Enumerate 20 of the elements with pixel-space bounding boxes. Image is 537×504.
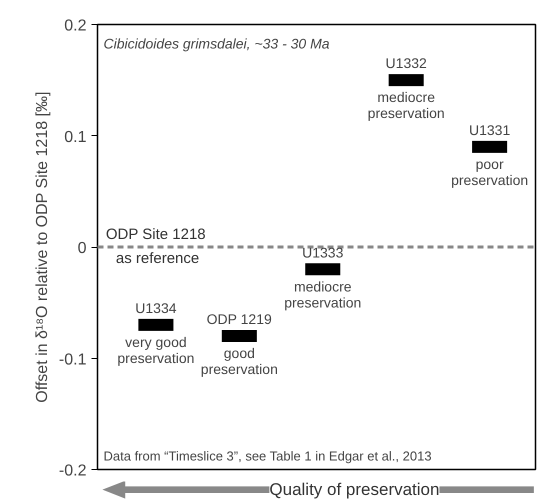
x-tick-label: ODP 1219 [206,311,272,327]
x-tick-label: U1333 [302,244,344,260]
x-tick-label: U1331 [468,122,510,138]
x-axis-title: Quality of preservation [269,480,440,500]
y-tick-label: -0.2 [58,462,87,480]
annotation: mediocre preservation [368,89,445,122]
annotation: very good preservation [117,334,194,366]
text: Cibicidoides grimsdalei, ~33 - 30 Ma [104,36,330,52]
y-tick-label: 0 [78,240,87,257]
annotation: mediocre preservation [284,278,362,310]
annotation: good preservation [200,345,278,377]
y-tick-label: 0.2 [64,18,87,34]
y-tick-label: -0.1 [58,351,87,368]
ref-line-label: ODP Site 1218 as reference [106,226,206,267]
annotation: Data from “Timeslice 3”, see Table 1 in Edgar et al., 2013 [104,448,432,464]
y-tick-label: 0.1 [64,128,87,146]
y-axis-title: Offset in δ¹⁸O relative to ODP Site 1218 [‰] [34,92,51,403]
x-tick-label: U1334 [135,300,177,316]
x-tick-label: U1332 [386,55,428,72]
annotation: poor preservation [451,156,528,188]
